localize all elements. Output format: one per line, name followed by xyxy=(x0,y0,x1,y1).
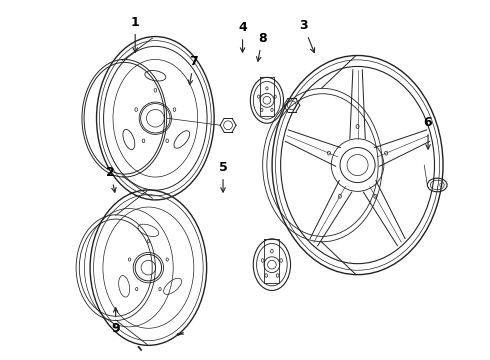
Text: 1: 1 xyxy=(131,16,140,52)
Text: 3: 3 xyxy=(299,19,315,53)
Text: 6: 6 xyxy=(424,116,432,149)
Text: 9: 9 xyxy=(111,308,120,335)
Text: 5: 5 xyxy=(219,161,227,192)
Text: 8: 8 xyxy=(257,32,267,61)
Text: 4: 4 xyxy=(238,21,247,52)
Text: 2: 2 xyxy=(106,166,116,192)
Text: 7: 7 xyxy=(188,55,198,85)
